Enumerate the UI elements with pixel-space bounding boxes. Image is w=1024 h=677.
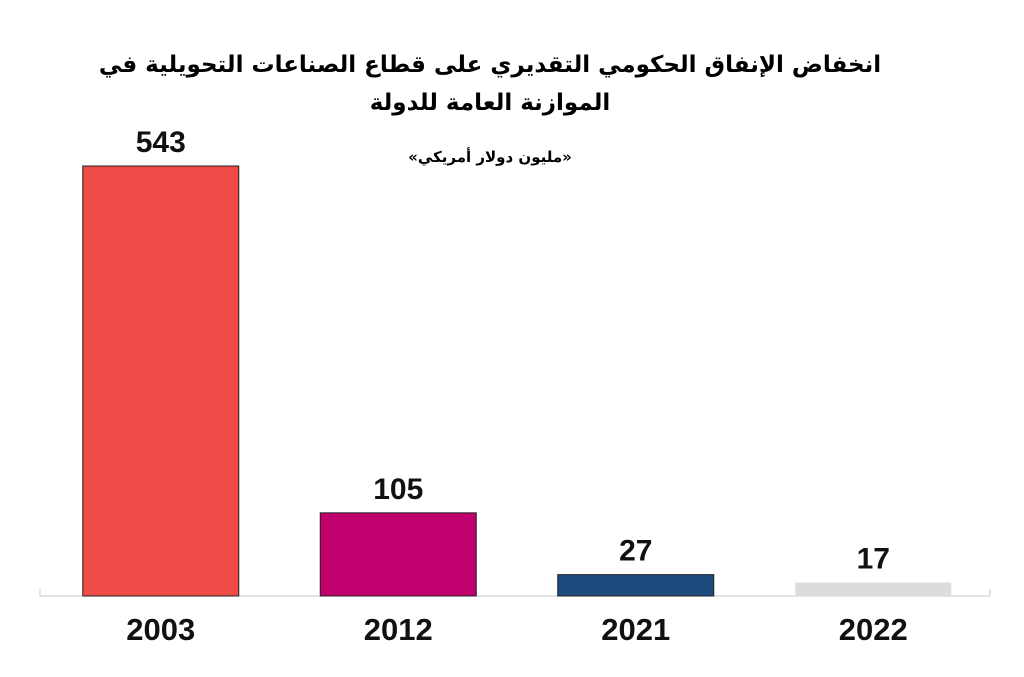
bar-2012 [319, 512, 477, 597]
x-tick-label-2022: 2022 [839, 612, 908, 647]
data-label-2012: 105 [373, 473, 423, 506]
x-tick-label-2021: 2021 [601, 612, 670, 647]
bar-2003 [82, 165, 240, 597]
chart-title-line-2: الموازنة العامة للدولة [369, 90, 611, 116]
x-tick-label-2012: 2012 [364, 612, 433, 647]
data-label-2021: 27 [619, 535, 652, 568]
chart-subtitle-unit: «مليون دولار أمريكي» [408, 148, 572, 166]
data-label-2003: 543 [136, 126, 186, 159]
data-label-2022: 17 [857, 543, 890, 576]
x-tick-label-2003: 2003 [126, 612, 195, 647]
bar-2022 [795, 582, 952, 596]
chart-title-line-1: انخفاض الإنفاق الحكومي التقديري على قطاع… [98, 52, 882, 78]
bar-2021 [557, 574, 715, 597]
